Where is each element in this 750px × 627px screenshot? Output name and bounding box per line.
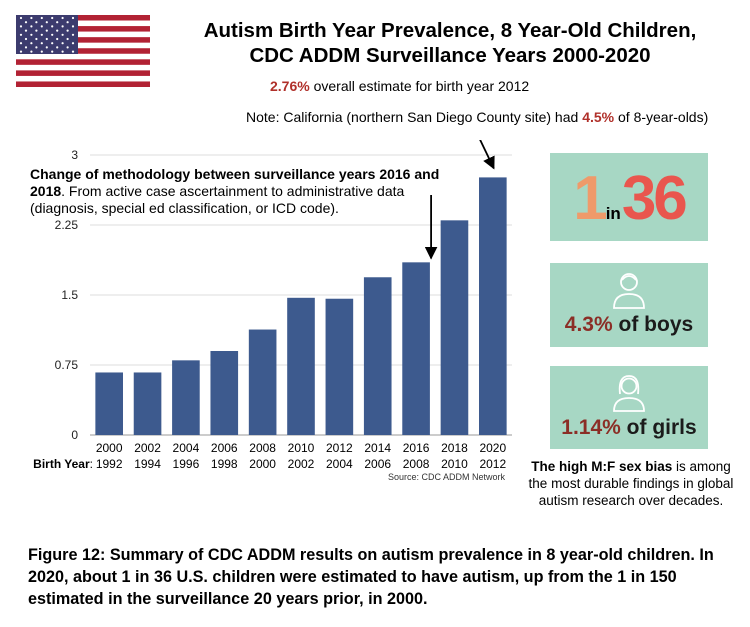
note-prefix: Note: California (northern San Diego Cou…: [246, 109, 583, 125]
one-in-36-text: 1in36: [550, 159, 708, 255]
x-tick-label: 2016: [403, 441, 430, 455]
x-tick-label: 2020: [479, 441, 506, 455]
birth-year-label: 2010: [441, 457, 468, 471]
x-tick-label: 2012: [326, 441, 353, 455]
x-tick-label: 2010: [288, 441, 315, 455]
mf-bold: The high M:F sex bias: [531, 459, 673, 474]
y-tick-label: 3: [71, 148, 78, 162]
boy-icon: [613, 273, 645, 309]
flag-stars: [19, 16, 75, 53]
x-tick-label: 2000: [96, 441, 123, 455]
birth-year-label: 2002: [288, 457, 315, 471]
title-line-2: CDC ADDM Surveillance Years 2000-2020: [249, 44, 651, 67]
birth-year-label: 1994: [134, 457, 161, 471]
y-tick-label: 1.5: [61, 288, 78, 302]
birth-year-label: 2000: [249, 457, 276, 471]
prevalence-bar-chart: 0 0.75 1.5 2.25 3 2000 1992 2002 1994 2004 1996 200…: [33, 140, 512, 482]
figure-caption: Figure 12: Summary of CDC ADDM results o…: [28, 546, 714, 608]
note-suffix: of 8-year-olds): [614, 109, 709, 125]
bar: [210, 351, 239, 435]
bar: [363, 277, 392, 435]
method-bold: Change of methodology between surveillan…: [30, 166, 440, 199]
birth-year-label: 2004: [326, 457, 353, 471]
girls-text: of girls: [620, 416, 697, 439]
girl-icon: [613, 375, 645, 412]
y-tick-label: 0: [71, 428, 78, 442]
girls-pct: 1.14%: [561, 416, 621, 439]
bar: [479, 177, 507, 435]
birth-year-label: 2008: [403, 457, 430, 471]
bar: [95, 372, 123, 435]
x-tick-label: 2002: [134, 441, 161, 455]
one-in-36-card: 1in36: [550, 153, 708, 241]
birth-year-label: 2012: [479, 457, 506, 471]
ratio-one: 1: [573, 164, 608, 233]
girls-stat: 1.14% of girls: [550, 416, 708, 440]
bar: [402, 262, 430, 435]
method-text: . From active case ascertainment to admi…: [30, 183, 405, 216]
bar: [325, 298, 354, 435]
estimate-value: 2.76%: [270, 78, 310, 94]
mf-text: is among the most durable findings in gl…: [528, 459, 734, 508]
ratio-in: in: [605, 204, 621, 223]
sex-bias-note: The high M:F sex bias is among the most …: [522, 458, 740, 509]
birth-year-label: 1996: [173, 457, 200, 471]
source-label: Source: CDC ADDM Network: [388, 472, 506, 482]
ratio-36: 36: [621, 164, 688, 233]
boys-stat: 4.3% of boys: [550, 313, 708, 337]
chart-title: Autism Birth Year Prevalence, 8 Year-Old…: [160, 18, 740, 68]
girls-card: 1.14% of girls: [550, 366, 708, 449]
boys-text: of boys: [612, 313, 694, 336]
birth-year-axis-label: Birth Year:: [33, 457, 93, 471]
title-line-1: Autism Birth Year Prevalence, 8 Year-Old…: [203, 19, 697, 42]
california-note-arrow: [479, 140, 495, 170]
x-tick-label: 2018: [441, 441, 468, 455]
x-tick-label: 2006: [211, 441, 238, 455]
bar: [172, 360, 200, 435]
y-tick-label: 2.25: [55, 218, 79, 232]
x-tick-label: 2004: [173, 441, 200, 455]
birth-year-label: 1998: [211, 457, 238, 471]
x-tick-label: 2008: [249, 441, 276, 455]
birth-year-label: 1992: [96, 457, 123, 471]
bar: [440, 220, 469, 435]
bar: [133, 372, 162, 435]
bar: [248, 329, 277, 435]
y-tick-label: 0.75: [55, 358, 79, 372]
overall-estimate: 2.76% overall estimate for birth year 20…: [270, 78, 529, 94]
california-note: Note: California (northern San Diego Cou…: [246, 109, 708, 125]
birth-year-label: 2006: [364, 457, 391, 471]
boys-pct: 4.3%: [564, 313, 613, 336]
methodology-note: Change of methodology between surveillan…: [30, 166, 450, 217]
flag-stripes: [16, 15, 150, 87]
note-value: 4.5%: [582, 109, 615, 125]
boys-card: 4.3% of boys: [550, 263, 708, 347]
estimate-text: overall estimate for birth year 2012: [309, 78, 530, 94]
x-tick-label: 2014: [364, 441, 391, 455]
bar: [287, 297, 315, 435]
us-flag-icon: [16, 15, 150, 87]
